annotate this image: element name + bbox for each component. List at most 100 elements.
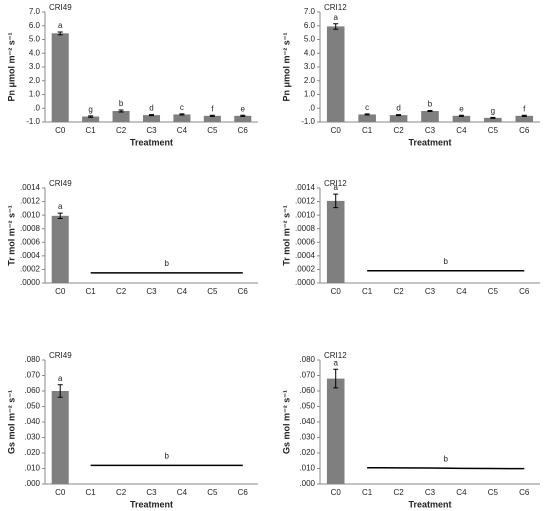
significance-label: a (333, 183, 338, 192)
y-tick-label: .0014 (295, 183, 316, 192)
significance-label: d (149, 104, 153, 113)
y-tick-label: 1.0 (304, 90, 316, 99)
y-tick-label: .080 (24, 355, 40, 364)
x-tick-label: C5 (207, 488, 218, 497)
significance-label: b (443, 454, 448, 463)
x-tick-label: C4 (456, 488, 467, 497)
y-tick-label: .0 (33, 103, 40, 112)
x-tick-label: C1 (362, 488, 373, 497)
bar (452, 115, 471, 122)
y-tick-label: .0006 (295, 237, 316, 246)
significance-label: g (88, 105, 92, 114)
error-bar (149, 114, 154, 117)
x-axis-label: Treatment (408, 499, 451, 509)
bar (203, 115, 221, 122)
y-tick-label: 6.0 (29, 21, 41, 30)
x-tick-label: C3 (146, 287, 157, 296)
x-tick-label: C0 (331, 287, 342, 296)
x-tick-label: C6 (519, 287, 530, 296)
x-tick-label: C4 (177, 287, 188, 296)
error-bar (490, 116, 496, 119)
x-tick-label: C2 (116, 126, 127, 135)
x-tick-label: C3 (425, 126, 436, 135)
x-tick-label: C6 (238, 488, 249, 497)
y-tick-label: .0012 (295, 197, 316, 206)
y-tick-label: .0006 (20, 237, 41, 246)
y-tick-label: .050 (299, 402, 315, 411)
y-tick-label: .0004 (295, 251, 316, 260)
y-tick-label: .0010 (20, 210, 41, 219)
bar (173, 114, 191, 122)
error-bar (458, 114, 464, 117)
x-tick-label: C0 (331, 488, 342, 497)
y-tick-label: .070 (299, 371, 315, 380)
x-tick-label: C3 (425, 287, 436, 296)
significance-label: a (333, 13, 338, 22)
y-axis-label: Gs mol m⁻² s⁻¹ (281, 390, 291, 454)
panel-title: CRI49 (49, 179, 72, 188)
y-tick-label: 4.0 (29, 48, 41, 57)
significance-label: b (119, 99, 124, 108)
bar (234, 115, 252, 122)
y-tick-label: .0004 (20, 251, 41, 260)
x-tick-label: C1 (362, 287, 373, 296)
bar (358, 114, 376, 122)
error-bar (240, 114, 246, 117)
y-axis-label: Tr mol m⁻² s⁻¹ (281, 205, 291, 266)
panel-title: CRI12 (324, 3, 347, 12)
error-bar (333, 23, 339, 30)
y-axis-label: Tr mol m⁻² s⁻¹ (6, 205, 16, 266)
y-tick-label: .020 (24, 448, 40, 457)
significance-label: c (180, 103, 184, 112)
y-tick-label: 2.0 (304, 76, 316, 85)
y-tick-label: -1.0 (26, 117, 40, 126)
y-tick-label: .0000 (295, 278, 316, 287)
significance-label: e (241, 104, 246, 113)
error-bar (333, 368, 339, 389)
x-tick-label: C2 (393, 126, 404, 135)
y-tick-label: 2.0 (29, 76, 41, 85)
y-tick-label: .0 (308, 103, 315, 112)
error-bar (209, 114, 215, 117)
x-axis-label: Treatment (130, 137, 173, 147)
bar (112, 111, 130, 122)
panel-title: CRI12 (324, 351, 347, 360)
x-tick-label: C3 (146, 126, 157, 135)
significance-label: c (365, 103, 369, 112)
bar (142, 115, 161, 122)
significance-label: b (164, 452, 169, 461)
y-tick-label: 6.0 (304, 21, 316, 30)
x-tick-label: C0 (331, 126, 342, 135)
bar (389, 115, 408, 122)
y-tick-label: .040 (299, 417, 315, 426)
y-tick-label: .010 (24, 464, 40, 473)
y-tick-label: 5.0 (304, 35, 316, 44)
y-tick-label: 1.0 (29, 90, 41, 99)
x-tick-label: C5 (207, 126, 218, 135)
significance-label: f (211, 104, 214, 113)
significance-label: e (459, 104, 464, 113)
x-tick-label: C2 (393, 488, 404, 497)
significance-label: f (523, 104, 526, 113)
x-tick-label: C0 (55, 287, 66, 296)
error-bar (364, 113, 370, 116)
y-tick-label: 3.0 (29, 62, 41, 71)
x-tick-label: C4 (177, 126, 188, 135)
x-tick-label: C1 (86, 126, 97, 135)
y-tick-label: .0008 (20, 224, 41, 233)
x-tick-label: C2 (116, 488, 127, 497)
significance-label: a (333, 358, 338, 367)
y-tick-label: .040 (24, 417, 40, 426)
panel-title: CRI49 (49, 3, 72, 12)
significance-label: b (164, 259, 169, 268)
line-series (367, 466, 525, 470)
bar (484, 117, 502, 122)
error-bar (396, 114, 402, 117)
y-tick-label: .030 (299, 433, 315, 442)
y-axis-label: Pn μmol m⁻² s⁻¹ (281, 32, 291, 101)
x-tick-label: C0 (55, 126, 66, 135)
x-tick-label: C4 (177, 488, 188, 497)
y-tick-label: .0010 (295, 210, 316, 219)
y-tick-label: .0000 (20, 278, 41, 287)
x-axis-label: Treatment (130, 499, 173, 509)
